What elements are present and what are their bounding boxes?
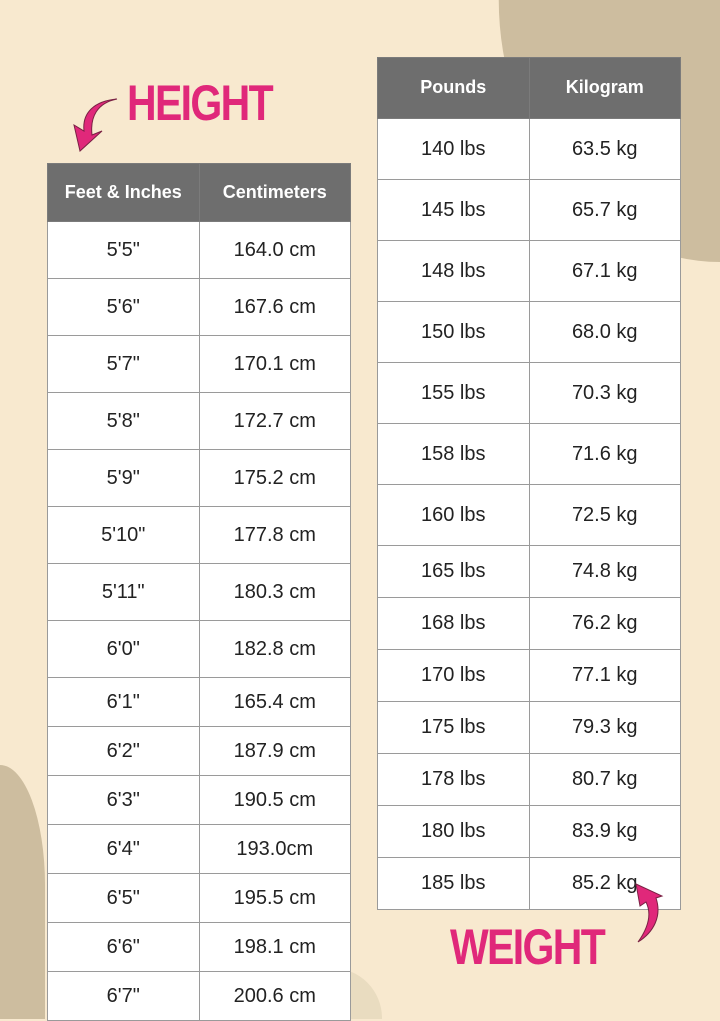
table-row: 145 lbs 65.7 kg bbox=[377, 179, 681, 241]
table-row: 6'7" 200.6 cm bbox=[47, 971, 351, 1021]
source-value: 175 lbs bbox=[377, 701, 530, 754]
converted-value: 198.1 cm bbox=[198, 922, 351, 972]
curved-arrow-up-icon bbox=[635, 883, 664, 943]
table-row: 6'3" 190.5 cm bbox=[47, 775, 351, 825]
source-value: 185 lbs bbox=[377, 857, 530, 910]
source-value: 6'1" bbox=[47, 677, 200, 727]
source-value: 5'11" bbox=[47, 563, 200, 621]
header-feet-inches: Feet & Inches bbox=[47, 163, 200, 222]
converted-value: 76.2 kg bbox=[528, 597, 681, 650]
source-value: 160 lbs bbox=[377, 484, 530, 546]
converted-value: 67.1 kg bbox=[528, 240, 681, 302]
weight-table: Pounds Kilogram 140 lbs 63.5 kg 145 lbs 65.7… bbox=[377, 57, 681, 910]
table-row: 165 lbs 74.8 kg bbox=[377, 545, 681, 598]
source-value: 150 lbs bbox=[377, 301, 530, 363]
height-table: Feet & Inches Centimeters 5'5" 164.0 cm 5'6… bbox=[47, 163, 351, 1021]
source-value: 5'9" bbox=[47, 449, 200, 507]
table-row: 5'5" 164.0 cm bbox=[47, 221, 351, 279]
table-row: 5'6" 167.6 cm bbox=[47, 278, 351, 336]
table-row: 175 lbs 79.3 kg bbox=[377, 701, 681, 754]
table-row: 180 lbs 83.9 kg bbox=[377, 805, 681, 858]
table-row: 6'1" 165.4 cm bbox=[47, 677, 351, 727]
source-value: 140 lbs bbox=[377, 118, 530, 180]
converted-value: 172.7 cm bbox=[198, 392, 351, 450]
converted-value: 74.8 kg bbox=[528, 545, 681, 598]
weight-title: WEIGHT bbox=[450, 919, 606, 975]
table-row: 155 lbs 70.3 kg bbox=[377, 362, 681, 424]
table-row: 148 lbs 67.1 kg bbox=[377, 240, 681, 302]
source-value: 6'2" bbox=[47, 726, 200, 776]
table-row: 5'8" 172.7 cm bbox=[47, 392, 351, 450]
table-row: 6'0" 182.8 cm bbox=[47, 620, 351, 678]
converted-value: 182.8 cm bbox=[198, 620, 351, 678]
table-row: 5'11" 180.3 cm bbox=[47, 563, 351, 621]
converted-value: 190.5 cm bbox=[198, 775, 351, 825]
table-row: 6'2" 187.9 cm bbox=[47, 726, 351, 776]
header-centimeters: Centimeters bbox=[198, 163, 351, 222]
converted-value: 65.7 kg bbox=[528, 179, 681, 241]
table-row: 160 lbs 72.5 kg bbox=[377, 484, 681, 546]
table-row: 5'10" 177.8 cm bbox=[47, 506, 351, 564]
source-value: 5'8" bbox=[47, 392, 200, 450]
table-row: 5'7" 170.1 cm bbox=[47, 335, 351, 393]
table-row: 185 lbs 85.2 kg bbox=[377, 857, 681, 910]
source-value: 5'5" bbox=[47, 221, 200, 279]
source-value: 180 lbs bbox=[377, 805, 530, 858]
table-row: 168 lbs 76.2 kg bbox=[377, 597, 681, 650]
source-value: 145 lbs bbox=[377, 179, 530, 241]
decorative-blob bbox=[0, 765, 45, 1019]
converted-value: 164.0 cm bbox=[198, 221, 351, 279]
table-row: 178 lbs 80.7 kg bbox=[377, 753, 681, 806]
source-value: 5'6" bbox=[47, 278, 200, 336]
converted-value: 63.5 kg bbox=[528, 118, 681, 180]
table-row: 140 lbs 63.5 kg bbox=[377, 118, 681, 180]
source-value: 6'4" bbox=[47, 824, 200, 874]
converted-value: 79.3 kg bbox=[528, 701, 681, 754]
converted-value: 72.5 kg bbox=[528, 484, 681, 546]
converted-value: 200.6 cm bbox=[198, 971, 351, 1021]
converted-value: 83.9 kg bbox=[528, 805, 681, 858]
converted-value: 170.1 cm bbox=[198, 335, 351, 393]
height-title: HEIGHT bbox=[127, 75, 274, 131]
source-value: 168 lbs bbox=[377, 597, 530, 650]
header-pounds: Pounds bbox=[377, 57, 530, 119]
converted-value: 175.2 cm bbox=[198, 449, 351, 507]
source-value: 6'5" bbox=[47, 873, 200, 923]
source-value: 170 lbs bbox=[377, 649, 530, 702]
converted-value: 180.3 cm bbox=[198, 563, 351, 621]
converted-value: 68.0 kg bbox=[528, 301, 681, 363]
table-row: 158 lbs 71.6 kg bbox=[377, 423, 681, 485]
converted-value: 193.0cm bbox=[198, 824, 351, 874]
source-value: 158 lbs bbox=[377, 423, 530, 485]
source-value: 6'7" bbox=[47, 971, 200, 1021]
converted-value: 195.5 cm bbox=[198, 873, 351, 923]
converted-value: 165.4 cm bbox=[198, 677, 351, 727]
source-value: 5'10" bbox=[47, 506, 200, 564]
table-row: 150 lbs 68.0 kg bbox=[377, 301, 681, 363]
converted-value: 70.3 kg bbox=[528, 362, 681, 424]
converted-value: 167.6 cm bbox=[198, 278, 351, 336]
source-value: 6'0" bbox=[47, 620, 200, 678]
table-row: 6'6" 198.1 cm bbox=[47, 922, 351, 972]
table-row: 170 lbs 77.1 kg bbox=[377, 649, 681, 702]
converted-value: 187.9 cm bbox=[198, 726, 351, 776]
source-value: 178 lbs bbox=[377, 753, 530, 806]
table-row: 6'4" 193.0cm bbox=[47, 824, 351, 874]
table-row: 6'5" 195.5 cm bbox=[47, 873, 351, 923]
curved-arrow-down-left-icon bbox=[73, 98, 118, 152]
converted-value: 80.7 kg bbox=[528, 753, 681, 806]
converted-value: 77.1 kg bbox=[528, 649, 681, 702]
header-kilogram: Kilogram bbox=[528, 57, 681, 119]
source-value: 6'6" bbox=[47, 922, 200, 972]
source-value: 155 lbs bbox=[377, 362, 530, 424]
converted-value: 71.6 kg bbox=[528, 423, 681, 485]
table-row: 5'9" 175.2 cm bbox=[47, 449, 351, 507]
source-value: 5'7" bbox=[47, 335, 200, 393]
converted-value: 177.8 cm bbox=[198, 506, 351, 564]
source-value: 165 lbs bbox=[377, 545, 530, 598]
source-value: 148 lbs bbox=[377, 240, 530, 302]
source-value: 6'3" bbox=[47, 775, 200, 825]
